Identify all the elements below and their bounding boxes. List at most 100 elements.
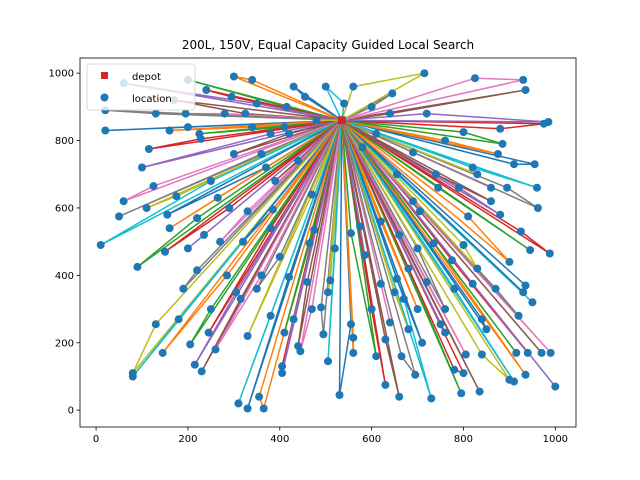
location-point — [225, 204, 234, 212]
route-line — [201, 119, 343, 372]
location-point — [271, 177, 280, 185]
location-point — [503, 183, 512, 192]
route-line — [341, 120, 417, 376]
location-point — [395, 230, 404, 239]
location-points — [96, 69, 560, 413]
location-point — [213, 193, 222, 202]
location-point — [457, 389, 466, 398]
location-point — [477, 315, 486, 324]
location-point — [392, 274, 401, 283]
route-line — [105, 119, 342, 132]
route-line — [341, 119, 510, 263]
route-line — [256, 119, 343, 290]
location-point — [183, 123, 192, 132]
location-point — [149, 182, 158, 191]
route-line — [237, 120, 343, 404]
location-point — [285, 129, 293, 138]
location-point — [441, 328, 450, 337]
legend: depot location — [86, 63, 196, 111]
route-line — [214, 119, 343, 350]
location-point — [459, 128, 468, 137]
route-line — [162, 119, 343, 354]
location-point — [172, 192, 181, 201]
location-point — [468, 279, 477, 288]
location-point — [151, 109, 160, 118]
route-line — [341, 119, 535, 165]
location-point — [128, 369, 137, 378]
location-point — [257, 271, 266, 280]
location-point — [487, 183, 495, 192]
location-point — [101, 126, 110, 135]
location-point — [282, 102, 291, 111]
legend-depot-marker — [101, 72, 108, 79]
location-point — [392, 170, 401, 179]
location-point — [388, 89, 397, 98]
route-line — [341, 119, 492, 202]
location-point — [422, 109, 431, 118]
location-point — [289, 315, 298, 324]
location-point — [395, 392, 404, 401]
route-line — [299, 120, 343, 352]
x-tick-label: 600 — [362, 434, 381, 445]
legend-location-label: location — [132, 94, 172, 105]
location-point — [409, 197, 417, 206]
depot-marker-group — [337, 116, 346, 125]
route-line — [341, 120, 377, 357]
x-tick-label: 400 — [270, 434, 289, 445]
x-tick-label: 0 — [93, 434, 99, 445]
location-point — [413, 244, 422, 253]
location-point — [280, 328, 289, 337]
route-line — [325, 86, 345, 121]
location-point — [521, 370, 530, 379]
location-point — [516, 227, 525, 236]
route-line — [341, 119, 446, 333]
route-line — [100, 119, 343, 246]
legend-box — [86, 63, 196, 111]
route-line — [341, 120, 355, 353]
location-point — [161, 247, 169, 256]
route-line — [341, 120, 400, 397]
location-point — [523, 348, 532, 357]
location-point — [514, 311, 523, 320]
location-point — [220, 109, 229, 118]
route-line — [341, 119, 511, 381]
location-point — [179, 284, 188, 293]
location-point — [165, 224, 174, 233]
location-point — [262, 163, 270, 172]
location-point — [349, 333, 358, 342]
route-line — [169, 119, 343, 229]
route-line — [341, 77, 524, 122]
location-point — [441, 305, 450, 314]
location-point — [326, 276, 335, 285]
location-point — [413, 305, 422, 314]
location-point — [390, 288, 399, 297]
location-point — [312, 116, 321, 125]
location-point — [330, 244, 339, 253]
route-line — [182, 119, 343, 290]
location-point — [537, 348, 546, 357]
route-line — [341, 120, 419, 310]
location-point — [275, 252, 284, 261]
location-point — [496, 124, 505, 133]
location-point — [278, 362, 287, 371]
route-line — [341, 119, 481, 392]
location-point — [367, 305, 376, 314]
y-tick-label: 400 — [55, 271, 74, 282]
location-point — [376, 279, 385, 288]
location-point — [397, 352, 406, 361]
location-point — [234, 399, 243, 408]
location-point — [360, 251, 369, 260]
location-point — [358, 143, 367, 152]
location-point — [441, 136, 450, 145]
location-point — [510, 377, 518, 386]
location-point — [319, 330, 328, 339]
location-point — [119, 197, 128, 206]
location-point — [493, 150, 502, 158]
location-point — [206, 305, 215, 314]
y-tick-label: 600 — [55, 203, 74, 214]
location-point — [530, 160, 539, 169]
location-point — [321, 82, 330, 91]
location-point — [528, 298, 537, 307]
location-point — [335, 391, 344, 399]
location-point — [512, 348, 521, 357]
